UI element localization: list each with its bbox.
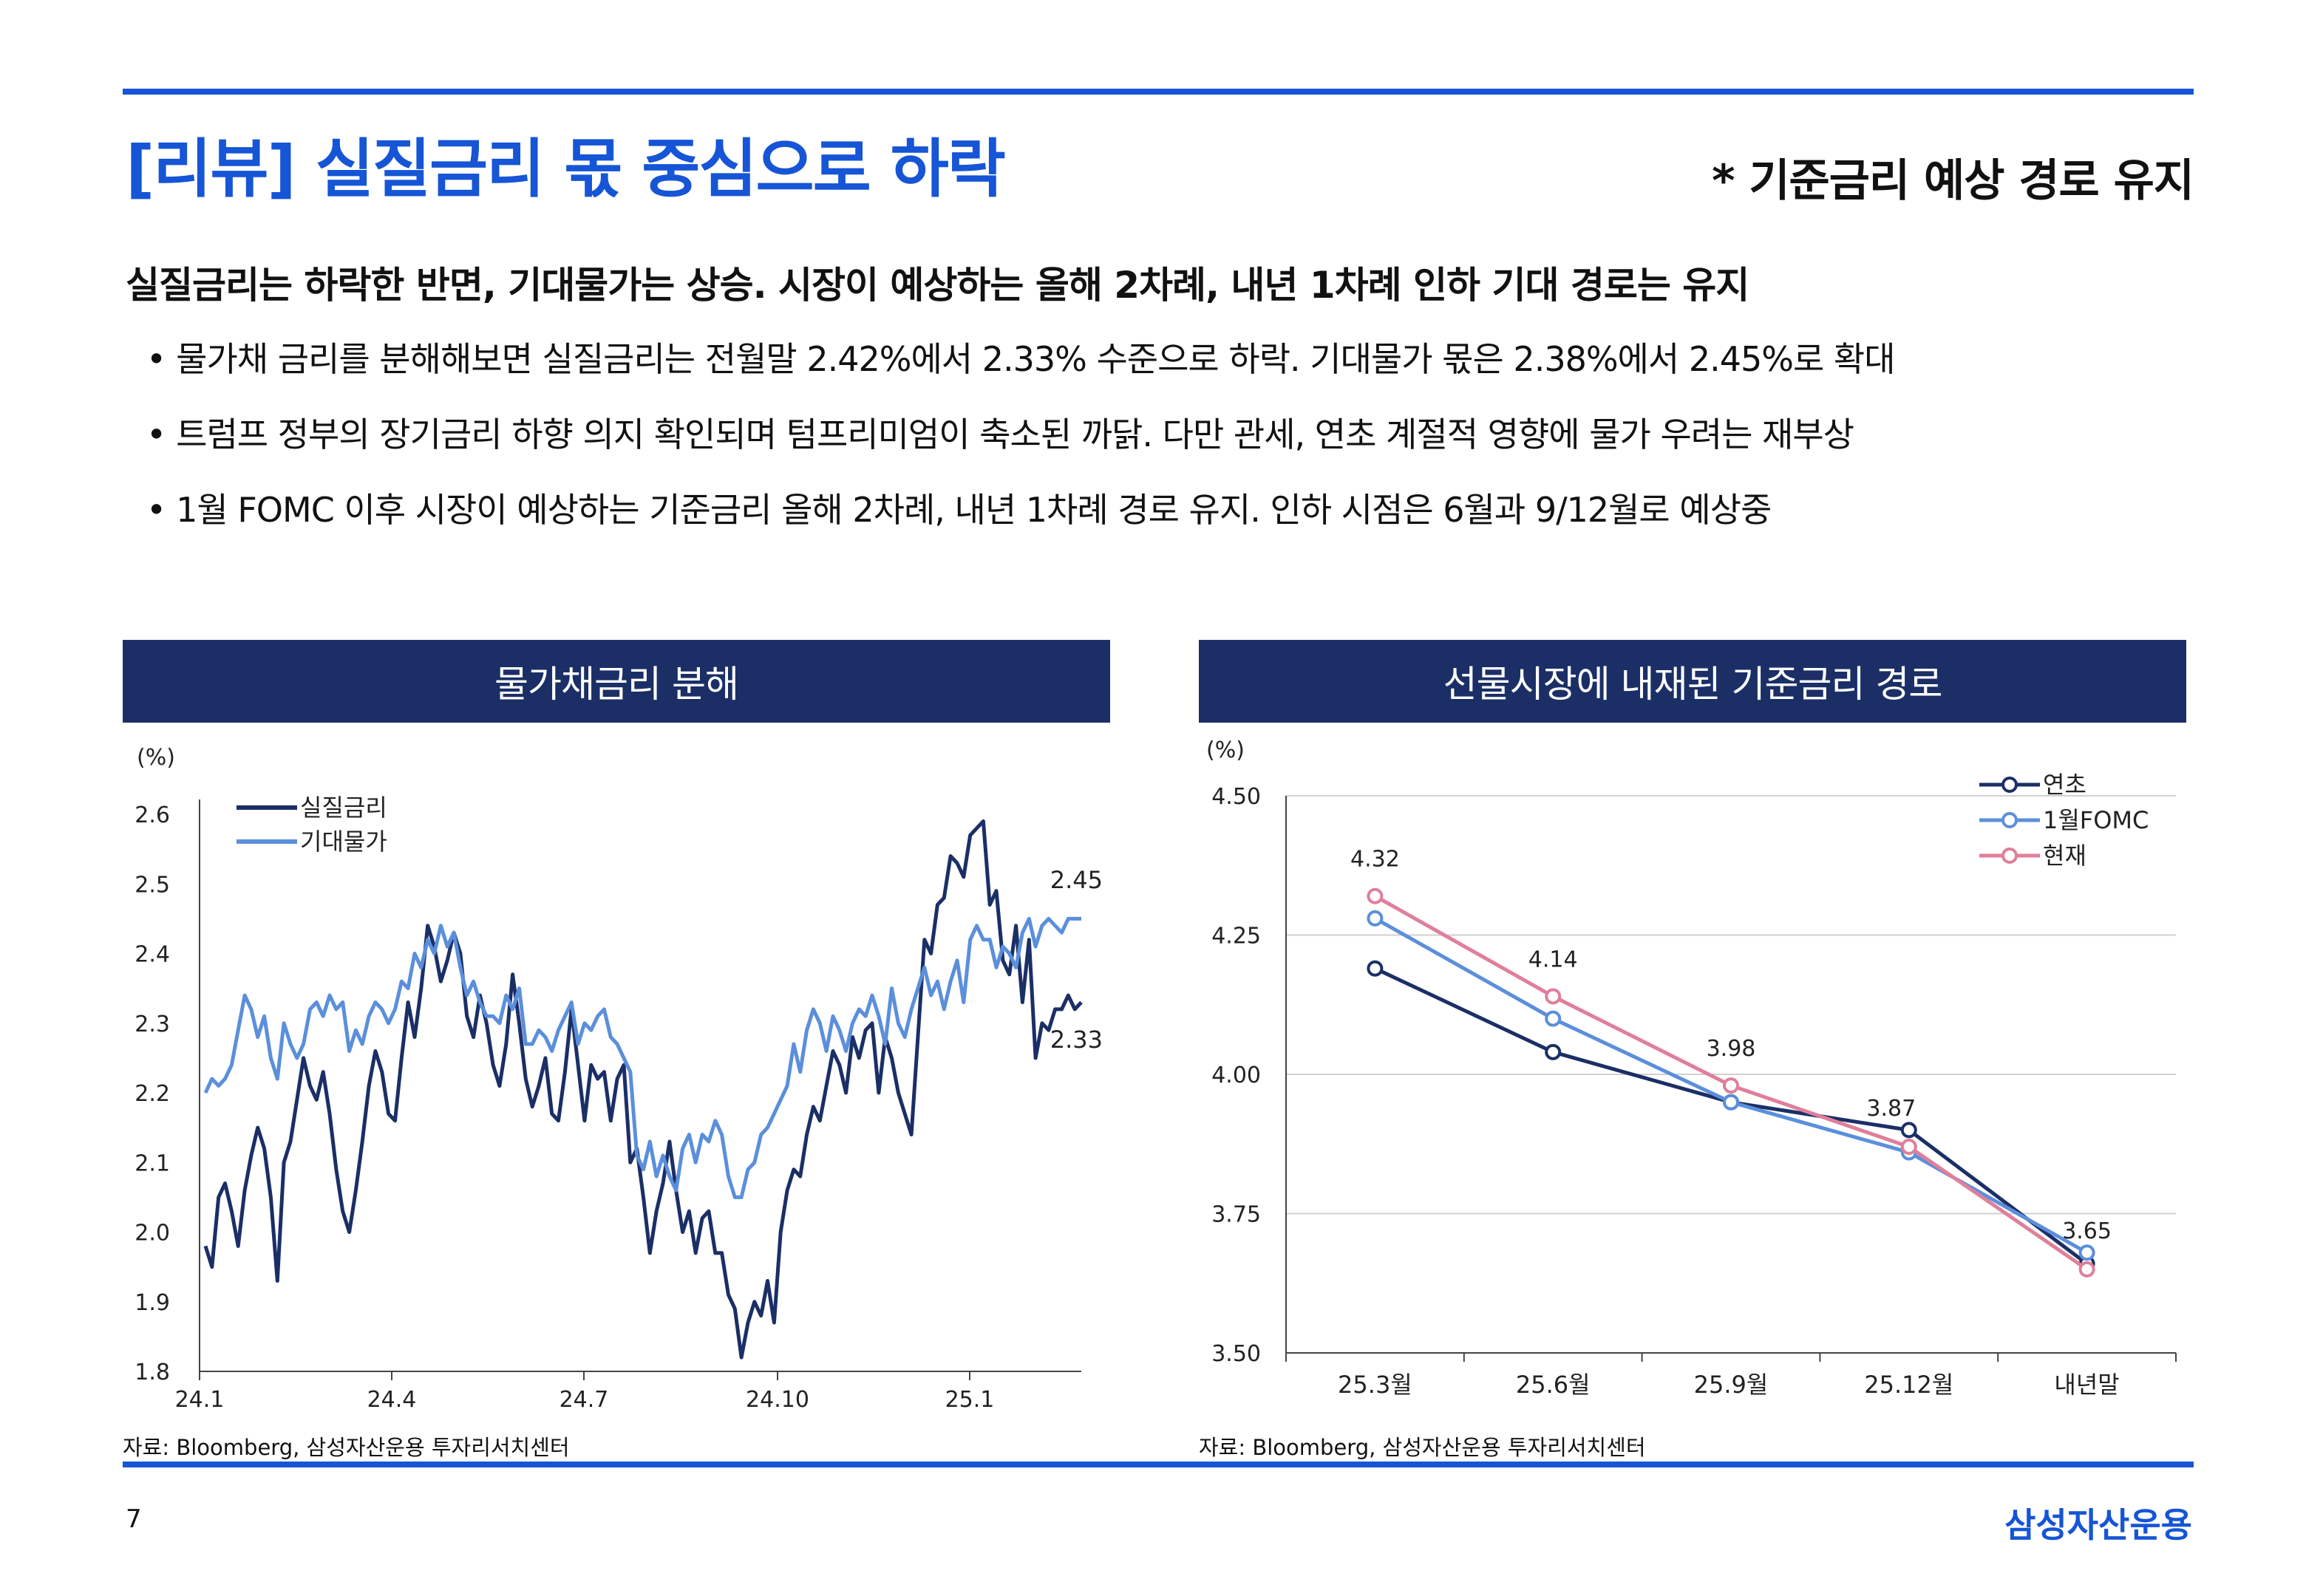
chart2-x-tick-label: 25.12월 [1864, 1371, 1953, 1399]
chart2-series-point [1545, 1043, 1562, 1060]
chart2-data-label: 4.32 [1350, 847, 1400, 873]
chart1-x-tick-label: 24.1 [175, 1387, 225, 1413]
chart2-series-point [1367, 960, 1384, 977]
bullet-text: 물가채 금리를 분해해보면 실질금리는 전월말 2.42%에서 2.33% 수준… [176, 339, 1895, 379]
chart2-x-tick-label: 내년말 [2054, 1371, 2119, 1399]
chart1-legend-label: 실질금리 [300, 794, 387, 822]
chart1-annotation: 2.33 [1050, 1026, 1103, 1054]
bottom-rule [123, 1462, 2194, 1467]
chart2-legend-label: 1월FOMC [2043, 806, 2149, 834]
chart1-y-tick-label: 2.0 [135, 1221, 170, 1247]
page-number: 7 [126, 1504, 142, 1534]
bullet-marker: • [146, 339, 166, 379]
chart2-y-tick-label: 4.50 [1211, 784, 1261, 810]
chart1-breakdown: (%) 2.6 2.5 2.4 2.3 2.2 2.1 2.0 1.9 1.824.1 24.4 24… [135, 745, 1103, 1413]
chart1-series-real-rate [203, 819, 1083, 1360]
bullet-marker: • [146, 415, 166, 454]
bullet-text: 트럼프 정부의 장기금리 하향 의지 확인되며 텀프리미엄이 축소된 까닭. 다… [176, 415, 1854, 454]
chart2-series-point [1900, 1122, 1917, 1139]
chart1-y-tick-label: 2.5 [135, 872, 170, 898]
chart2-y-tick-label: 4.25 [1211, 924, 1261, 949]
chart1-header: 물가채금리 분해 [123, 640, 1110, 723]
chart2-series-point [1545, 988, 1562, 1005]
chart2-y-tick-label: 4.00 [1211, 1063, 1261, 1088]
chart1-x-tick-label: 24.7 [560, 1387, 609, 1413]
chart1-series-breakeven [203, 916, 1081, 1199]
chart1-y-tick-label: 2.2 [135, 1081, 170, 1107]
chart1-annotation: 2.45 [1050, 866, 1103, 894]
chart2-series-point [1723, 1077, 1739, 1094]
page-subtitle: * 기준금리 예상 경로 유지 [1712, 155, 2194, 207]
chart2-series-point [1723, 1094, 1739, 1111]
chart2-legend-label: 현재 [2043, 842, 2086, 870]
chart1-legend-label: 기대물가 [300, 828, 387, 856]
brand-logo-text: 삼성자산운용 [2004, 1505, 2192, 1545]
chart1-y-tick-label: 2.3 [135, 1012, 170, 1037]
chart2-y-tick-label: 3.75 [1211, 1202, 1261, 1228]
chart1-y-tick-label: 2.4 [135, 942, 170, 968]
chart2-x-tick-label: 25.6월 [1516, 1371, 1591, 1399]
chart2-source: 자료: Bloomberg, 삼성자산운용 투자리서치센터 [1199, 1435, 1646, 1460]
chart2-y-tick-label: 3.50 [1211, 1341, 1261, 1367]
chart1-x-tick-label: 25.1 [945, 1387, 995, 1413]
chart2-series-point [1900, 1139, 1917, 1156]
chart2-x-tick-label: 25.9월 [1694, 1371, 1769, 1399]
chart2-legend-marker [2001, 848, 2018, 864]
chart2-data-label: 3.65 [2062, 1218, 2112, 1244]
chart1-x-tick-label: 24.4 [367, 1387, 417, 1413]
chart2-data-label: 3.87 [1866, 1096, 1916, 1122]
chart2-series-point [2078, 1261, 2095, 1278]
chart1-y-tick-label: 2.1 [135, 1150, 170, 1176]
page-title: [리뷰] 실질금리 몫 중심으로 하락 [126, 132, 1006, 206]
chart2-series-point [1545, 1010, 1562, 1027]
chart2-series-point [2078, 1244, 2095, 1261]
chart2-legend-label: 연초 [2043, 771, 2086, 799]
chart1-source: 자료: Bloomberg, 삼성자산운용 투자리서치센터 [123, 1435, 570, 1460]
chart2-data-label: 3.98 [1707, 1036, 1756, 1062]
chart2-legend-marker [2001, 812, 2018, 828]
chart2-series-point [1367, 910, 1384, 927]
chart2-data-label: 4.14 [1528, 947, 1578, 972]
top-rule [123, 89, 2194, 95]
chart2-y-unit: (%) [1206, 737, 1245, 763]
bullet-text: 1월 FOMC 이후 시장이 예상하는 기준금리 올해 2차례, 내년 1차례 … [176, 490, 1772, 530]
chart2-series-point [1367, 887, 1384, 904]
chart2-header: 선물시장에 내재된 기준금리 경로 [1199, 640, 2186, 723]
summary-bullet: • 트럼프 정부의 장기금리 하향 의지 확인되며 텀프리미엄이 축소된 까닭. … [146, 408, 1854, 457]
summary-headline: 실질금리는 하락한 반면, 기대물가는 상승. 시장이 예상하는 올해 2차례,… [126, 264, 1749, 307]
summary-bullet: • 1월 FOMC 이후 시장이 예상하는 기준금리 올해 2차례, 내년 1차례… [146, 483, 1772, 532]
summary-bullet: • 물가채 금리를 분해해보면 실질금리는 전월말 2.42%에서 2.33% 수… [146, 332, 1896, 381]
chart1-y-tick-label: 1.8 [135, 1360, 170, 1385]
chart2-x-tick-label: 25.3월 [1338, 1371, 1412, 1399]
chart1-x-tick-label: 24.10 [746, 1387, 809, 1413]
chart1-y-tick-label: 1.9 [135, 1290, 170, 1316]
chart2-rate-path: (%) 4.50 4.25 4.00 3.75 3.50 25.3월 25.6월 25.9월 25… [1206, 737, 2177, 1399]
chart2-legend-marker [2001, 777, 2018, 793]
chart1-y-tick-label: 2.6 [135, 802, 170, 828]
bullet-marker: • [146, 490, 166, 530]
chart1-y-unit: (%) [137, 745, 175, 771]
chart2-series-line [1374, 966, 2089, 1266]
